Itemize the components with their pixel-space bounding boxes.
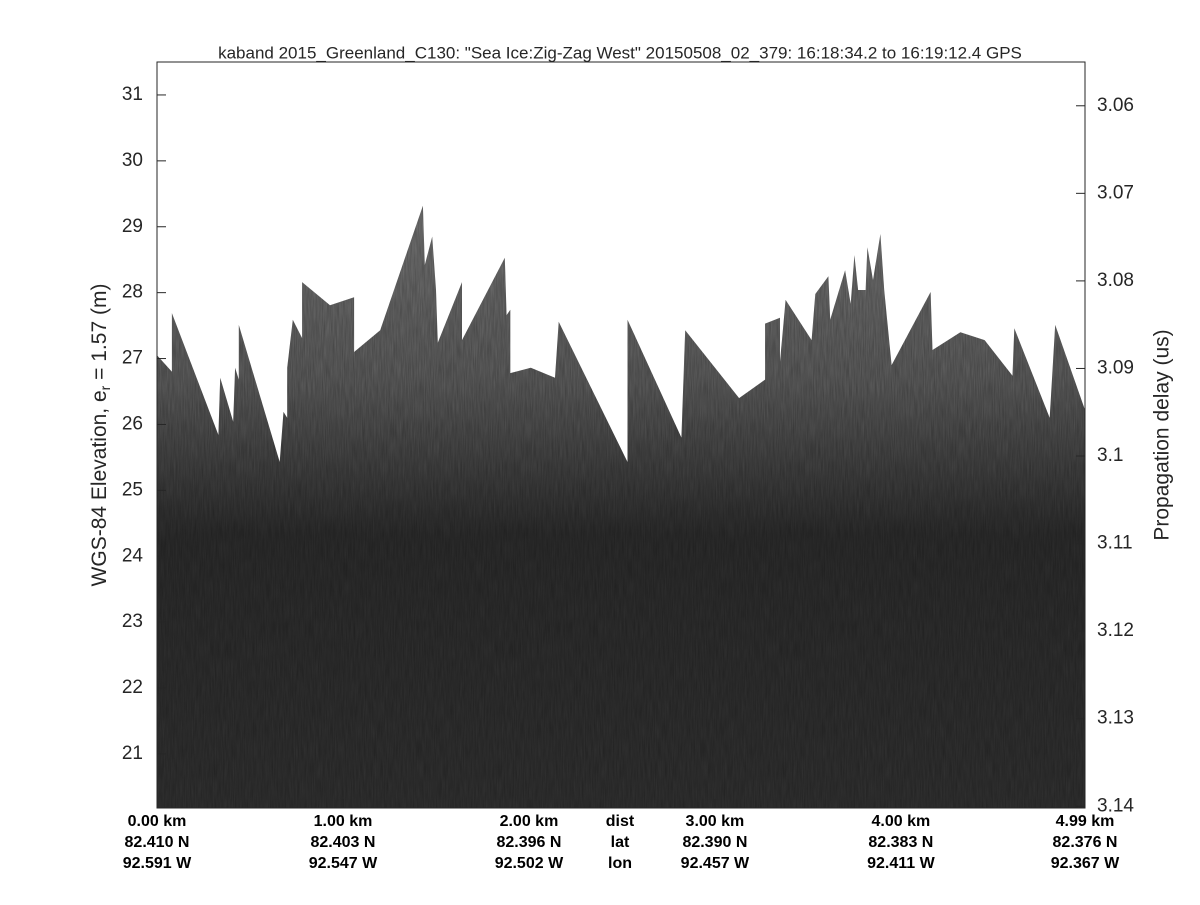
lon-label: 92.457 W	[681, 855, 750, 872]
y2-axis-label: Propagation delay (us)	[1151, 329, 1174, 540]
y2-tick-label: 3.13	[1097, 708, 1134, 729]
y2-tick-label: 3.06	[1097, 95, 1134, 116]
y-tick-label: 23	[122, 611, 143, 632]
y2-tick-label: 3.08	[1097, 270, 1134, 291]
x-tick-label: 3.00 km	[686, 813, 745, 830]
y-tick-label: 31	[122, 84, 143, 105]
x-tick-label: 1.00 km	[314, 813, 373, 830]
lat-label: 82.376 N	[1053, 834, 1118, 851]
row-name: lon	[608, 855, 632, 872]
lon-label: 92.367 W	[1051, 855, 1120, 872]
y-tick-label: 25	[122, 479, 143, 500]
y2-tick-label: 3.09	[1097, 357, 1134, 378]
y-tick-label: 29	[122, 216, 143, 237]
axes-frame	[156, 61, 1086, 809]
echo-texture	[157, 205, 1085, 808]
y-tick-label: 30	[122, 150, 143, 171]
y2-tick-label: 3.07	[1097, 182, 1134, 203]
plot-area	[157, 205, 1085, 808]
x-tick-label: 0.00 km	[128, 813, 187, 830]
row-name: dist	[606, 813, 635, 830]
y-tick-label: 27	[122, 348, 143, 369]
lon-label: 92.502 W	[495, 855, 564, 872]
x-tick-label: 4.00 km	[872, 813, 931, 830]
lat-label: 82.390 N	[682, 834, 747, 851]
x-tick-label: 4.99 km	[1056, 813, 1115, 830]
y-tick-label: 28	[122, 282, 143, 303]
y2-tick-label: 3.11	[1097, 533, 1133, 554]
y-label-part: = 1.57 (m)	[88, 284, 111, 386]
y-label-subscript: r	[97, 385, 113, 390]
lon-label: 92.591 W	[123, 855, 192, 872]
x-tick-label: 2.00 km	[500, 813, 559, 830]
y-label-part: WGS-84 Elevation, e	[88, 390, 111, 586]
y2-tick-label: 3.14	[1097, 795, 1134, 816]
lat-label: 82.383 N	[868, 834, 933, 851]
lat-label: 82.410 N	[125, 834, 190, 851]
chart-title: kaband 2015_Greenland_C130: "Sea Ice:Zig…	[218, 43, 1022, 62]
lat-label: 82.396 N	[496, 834, 561, 851]
y2-tick-label: 3.12	[1097, 620, 1134, 641]
lat-label: 82.403 N	[311, 834, 376, 851]
y-tick-label: 21	[122, 743, 143, 764]
lon-label: 92.411 W	[867, 855, 936, 872]
y-tick-label: 22	[122, 677, 143, 698]
y2-tick-label: 3.1	[1097, 445, 1123, 466]
y-axis-label: WGS-84 Elevation, er = 1.57 (m)	[88, 284, 113, 587]
y-tick-label: 24	[122, 545, 144, 566]
row-name: lat	[611, 834, 630, 851]
lon-label: 92.547 W	[309, 855, 378, 872]
y-tick-label: 26	[122, 413, 143, 434]
